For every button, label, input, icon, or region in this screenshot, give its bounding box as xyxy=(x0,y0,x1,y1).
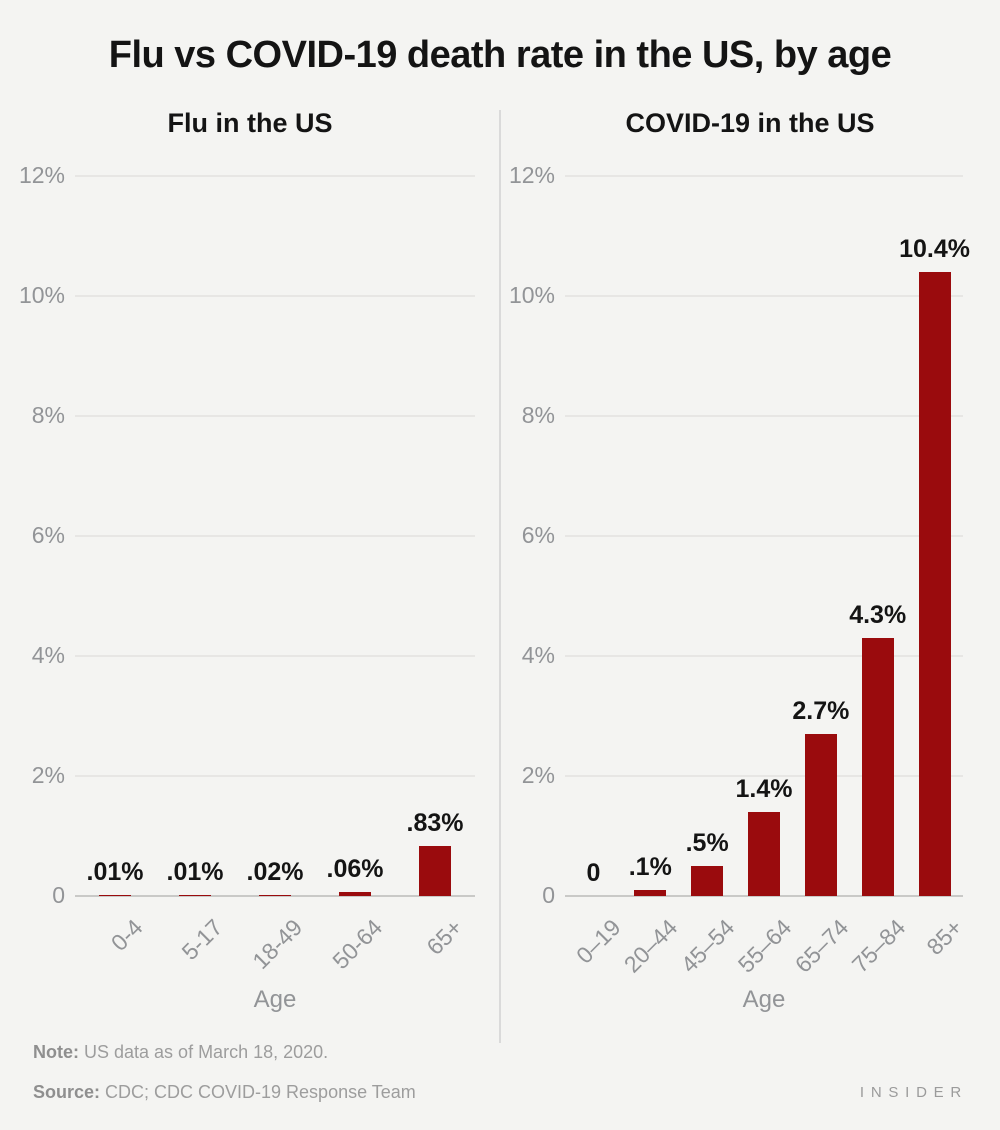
x-axis-tick-label: 85+ xyxy=(920,914,967,960)
bar-value-label: .01% xyxy=(86,857,144,886)
covid-x-axis-title: Age xyxy=(742,986,786,1013)
bar-value-label: 0 xyxy=(586,859,601,887)
bar xyxy=(861,638,894,896)
insider-logo: INSIDER xyxy=(859,1084,968,1101)
gridline xyxy=(565,175,963,177)
y-axis-tick-label: 12% xyxy=(508,162,555,188)
source-label: Source: xyxy=(33,1082,101,1102)
x-axis-tick-label: 18-49 xyxy=(247,914,308,974)
bar-value-label: .01% xyxy=(166,857,224,886)
note-text: US data as of March 18, 2020. xyxy=(79,1042,329,1062)
flu-plot-area: 0 2% 4% 6% 8% 10% 12% .01% 0-4 .01% 5-17 .02% 18-49.… xyxy=(19,162,475,974)
x-axis-tick-label: 75–84 xyxy=(846,914,911,978)
y-axis-tick-label: 0 xyxy=(52,882,65,908)
y-axis-tick-label: 2% xyxy=(521,762,555,788)
gridline xyxy=(565,655,963,657)
covid-plot-area: 0 2% 4% 6% 8% 10% 12% 0 0–19 .1% 20–44 .5% 45–54 1.4%… xyxy=(509,162,970,978)
y-axis-tick-label: 2% xyxy=(31,762,65,788)
chart-title: Flu vs COVID-19 death rate in the US, by… xyxy=(108,34,892,76)
y-axis-tick-label: 6% xyxy=(521,522,555,548)
gridline xyxy=(75,175,475,177)
bar-value-label: 2.7% xyxy=(792,697,850,725)
y-axis-tick-label: 4% xyxy=(31,642,65,668)
gridline xyxy=(565,535,963,537)
bar xyxy=(918,272,951,896)
bar xyxy=(419,846,451,896)
gridline xyxy=(75,535,475,537)
covid-panel-title: COVID-19 in the US xyxy=(625,108,875,138)
bar-value-label: .5% xyxy=(685,829,729,857)
y-axis-tick-label: 8% xyxy=(521,402,555,428)
x-axis-tick-label: 5-17 xyxy=(176,914,228,965)
bar xyxy=(99,894,131,896)
bar-value-label: 1.4% xyxy=(735,775,793,803)
y-axis-tick-label: 12% xyxy=(18,162,65,188)
source-text: CDC; CDC COVID-19 Response Team xyxy=(100,1082,416,1102)
gridline xyxy=(565,895,963,897)
x-axis-tick-label: 65–74 xyxy=(789,914,854,978)
x-axis-tick-label: 45–54 xyxy=(675,914,740,978)
bar xyxy=(179,894,211,896)
flu-x-axis-title: Age xyxy=(253,986,297,1013)
bar xyxy=(691,866,724,896)
x-axis-tick-label: 55–64 xyxy=(732,914,797,978)
gridline xyxy=(565,295,963,297)
gridline xyxy=(75,895,475,897)
x-axis-tick-label: 0-4 xyxy=(105,914,148,956)
x-axis-tick-label: 50-64 xyxy=(327,914,388,974)
x-axis-tick-label: 0–19 xyxy=(571,914,626,969)
source-row: Source: CDC; CDC COVID-19 Response Team xyxy=(33,1082,416,1103)
y-axis-tick-label: 10% xyxy=(18,282,65,308)
gridline xyxy=(565,775,963,777)
gridline xyxy=(75,775,475,777)
note-row: Note: US data as of March 18, 2020. xyxy=(33,1042,328,1063)
y-axis-tick-label: 10% xyxy=(508,282,555,308)
y-axis-tick-label: 0 xyxy=(542,882,555,908)
flu-panel-title: Flu in the US xyxy=(167,108,333,138)
bar-value-label: .83% xyxy=(406,809,464,838)
x-axis-tick-label: 65+ xyxy=(421,914,468,960)
x-axis-tick-label: 20–44 xyxy=(619,914,683,978)
gridline xyxy=(75,415,475,417)
bar xyxy=(259,894,291,896)
y-axis-tick-label: 8% xyxy=(31,402,65,428)
y-axis-tick-label: 4% xyxy=(521,642,555,668)
bar-value-label: 4.3% xyxy=(849,601,907,629)
bar-value-label: .06% xyxy=(326,855,384,884)
bar-value-label: .02% xyxy=(246,857,304,886)
bar-value-label: 10.4% xyxy=(899,235,970,263)
y-axis-tick-label: 6% xyxy=(31,522,65,548)
bar xyxy=(804,734,837,896)
panel-divider xyxy=(499,110,501,1043)
bar-value-label: .1% xyxy=(628,853,672,881)
gridline xyxy=(75,655,475,657)
gridline xyxy=(565,415,963,417)
gridline xyxy=(75,295,475,297)
bar xyxy=(634,890,667,896)
note-label: Note: xyxy=(33,1042,79,1062)
bar xyxy=(748,812,780,896)
bar xyxy=(339,892,371,896)
